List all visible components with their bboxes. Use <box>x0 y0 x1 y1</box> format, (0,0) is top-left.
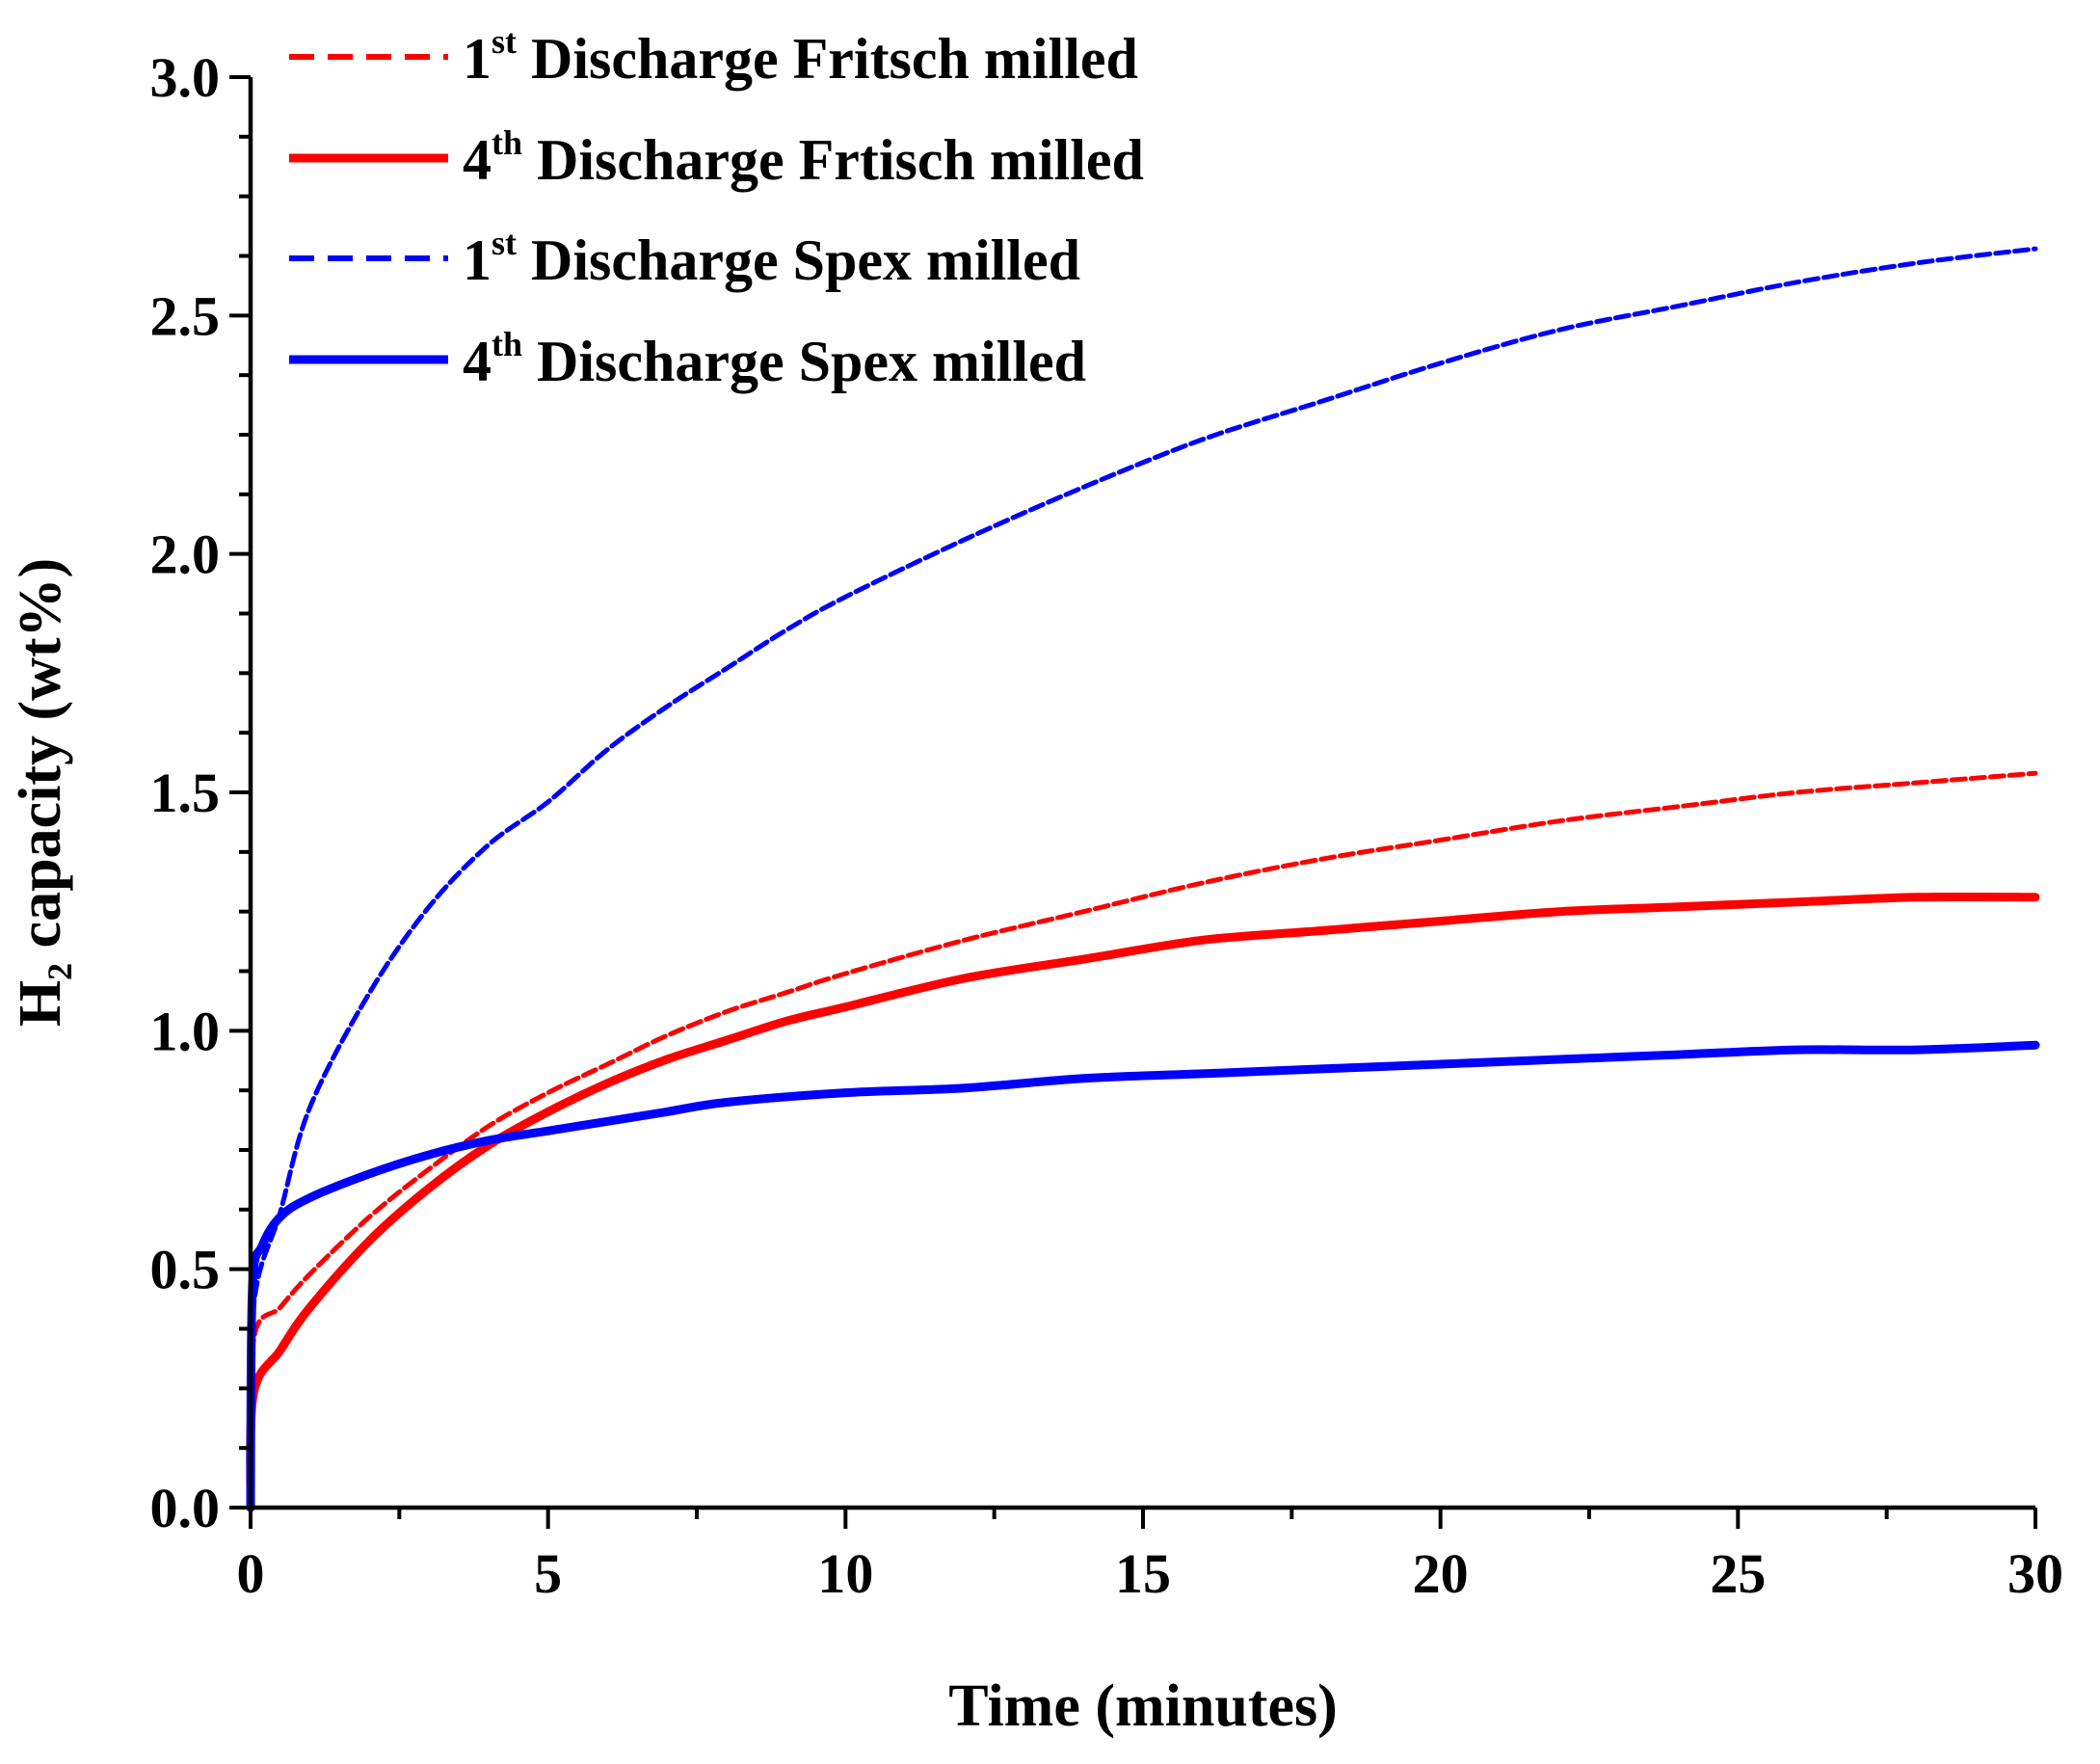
y-axis-title-sub: 2 <box>40 963 79 980</box>
legend-label-4: 4th Discharge Spex milled <box>463 325 1086 393</box>
legend-label-superscript: st <box>492 224 517 262</box>
legend-label-1: 1st Discharge Fritsch milled <box>463 22 1138 91</box>
legend-label-2: 4th Discharge Frtisch milled <box>463 123 1144 192</box>
x-tick-label: 5 <box>534 1542 562 1605</box>
legend-label-number: 4 <box>463 330 492 393</box>
x-tick-label: 10 <box>817 1542 873 1605</box>
y-tick-label: 3.0 <box>150 46 221 109</box>
legend-label-superscript: th <box>492 325 522 363</box>
series-line-4 <box>246 1040 2040 1512</box>
legend-label-number: 1 <box>463 228 492 292</box>
series-layer <box>246 246 2040 1512</box>
legend-label-number: 4 <box>463 128 492 192</box>
legend-label-number: 1 <box>463 27 492 91</box>
x-tick-label: 30 <box>2007 1542 2063 1605</box>
legend-label-superscript: st <box>492 22 517 61</box>
legend-label-3: 1st Discharge Spex milled <box>463 224 1080 292</box>
x-axis-title: Time (minutes) <box>948 1673 1338 1739</box>
legend-label-text: Discharge Spex milled <box>522 330 1086 393</box>
y-axis-title: H2 capacity (wt%) <box>8 558 79 1027</box>
ticks-layer: 0 5 10 15 20 25 30 0.0 0.5 1.0 1.5 2.0 2.5 3.0 <box>150 46 2064 1605</box>
series-line-2 <box>246 892 2040 1512</box>
legend-label-text: Discharge Frtisch milled <box>522 128 1144 192</box>
y-axis-title-rest: capacity (wt%) <box>8 558 73 963</box>
x-tick-label: 25 <box>1710 1542 1766 1605</box>
x-tick-label: 20 <box>1413 1542 1469 1605</box>
y-axis-title-main: H <box>8 980 73 1027</box>
y-tick-label: 1.0 <box>150 1000 221 1062</box>
y-tick-label: 1.5 <box>150 762 221 824</box>
y-tick-label: 2.5 <box>150 284 221 347</box>
y-tick-label: 0.5 <box>150 1239 221 1301</box>
legend-label-text: Discharge Spex milled <box>517 228 1080 292</box>
series-line-1 <box>248 770 2038 1510</box>
y-tick-label: 0.0 <box>150 1477 221 1539</box>
series-line-3 <box>248 246 2038 1510</box>
x-tick-label: 15 <box>1115 1542 1171 1605</box>
legend-label-text: Discharge Fritsch milled <box>517 27 1138 91</box>
x-tick-label: 0 <box>237 1542 265 1605</box>
y-tick-label: 2.0 <box>150 523 221 586</box>
legend-label-superscript: th <box>492 123 522 162</box>
